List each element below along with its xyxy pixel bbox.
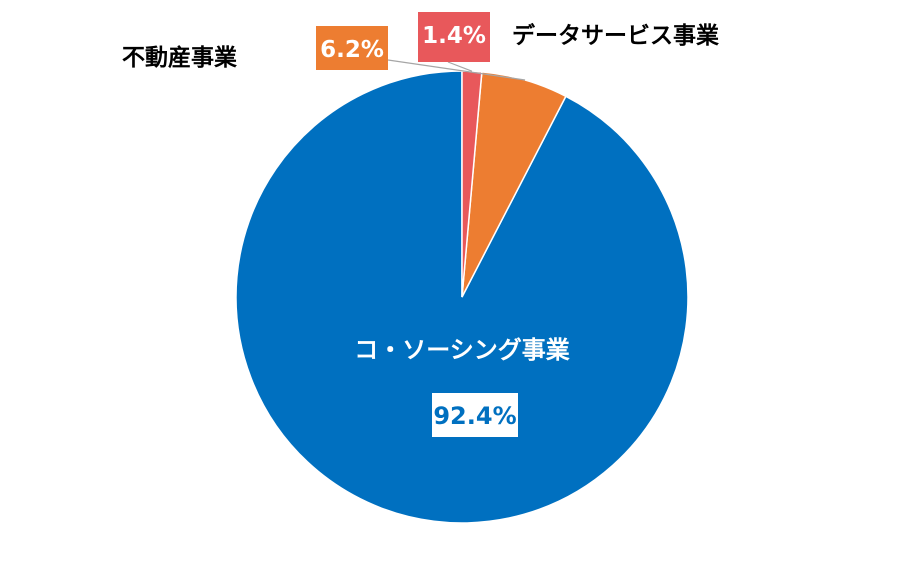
data-label-2: 1.4% xyxy=(422,23,486,49)
data-label-box-1 xyxy=(316,26,388,70)
category-label-0: コ・ソーシング事業 xyxy=(354,336,570,364)
data-label-box-0 xyxy=(432,393,518,437)
labels-group: コ・ソーシング事業 92.4% 6.2% 不動産事業 1.4% データサービス事業 xyxy=(122,12,720,437)
category-label-2: データサービス事業 xyxy=(512,22,720,49)
data-label-1: 6.2% xyxy=(320,37,384,63)
data-label-box-2 xyxy=(418,12,490,62)
category-label-1: 不動産事業 xyxy=(122,44,238,71)
slices-group xyxy=(235,70,689,524)
data-label-0: 92.4% xyxy=(433,402,516,430)
leader-line-1 xyxy=(387,59,526,81)
leader-line-2 xyxy=(447,61,473,72)
